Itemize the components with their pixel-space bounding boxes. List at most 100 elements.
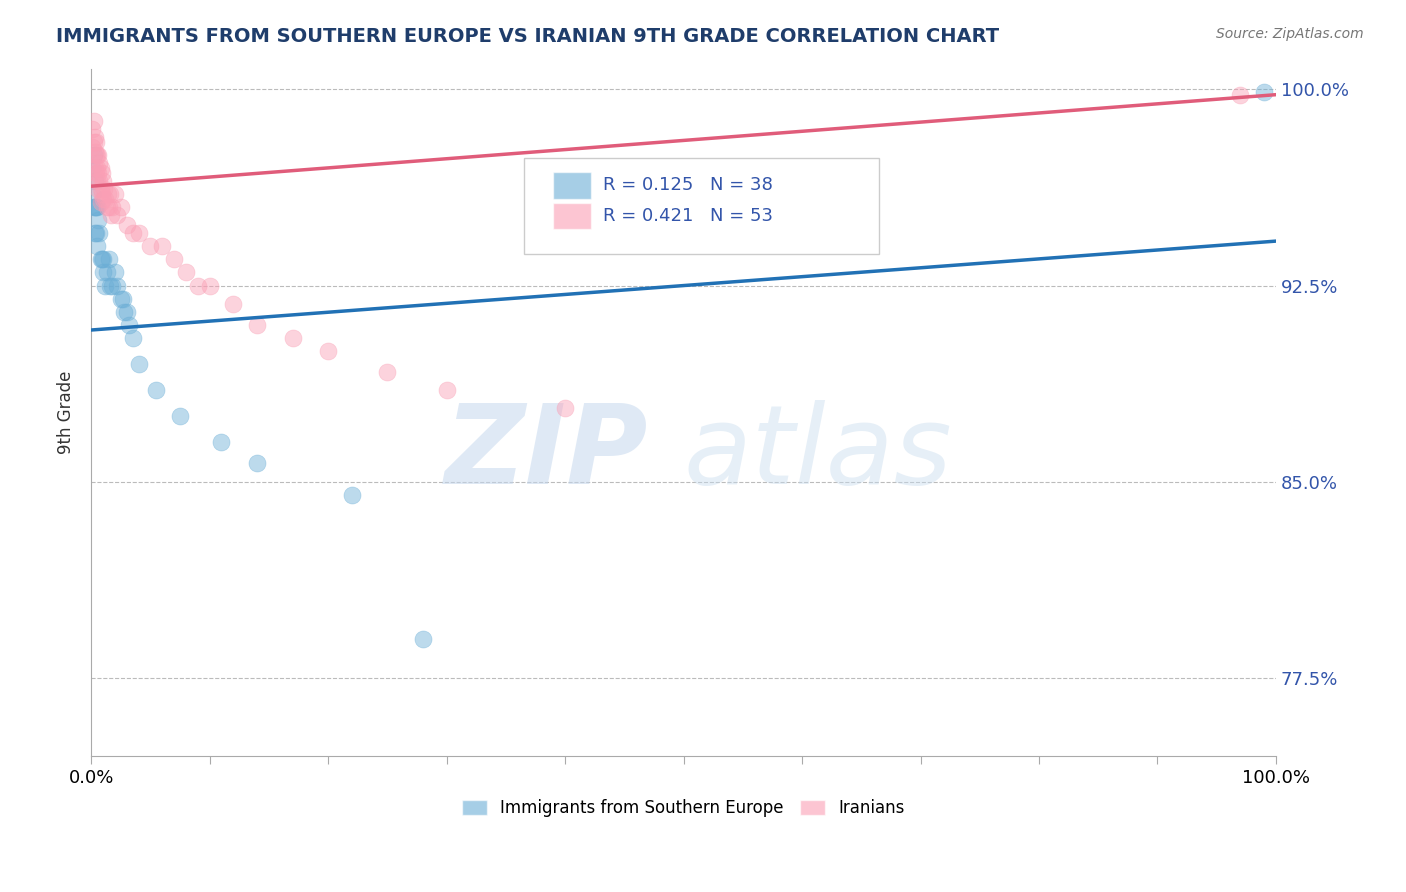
Point <box>174 265 197 279</box>
Point <box>100 208 122 222</box>
Point <box>84 200 107 214</box>
Point <box>121 331 143 345</box>
Point <box>104 187 127 202</box>
Point <box>1229 87 1251 102</box>
Point <box>97 252 120 267</box>
Point <box>83 145 105 160</box>
Point <box>83 200 105 214</box>
Point <box>1253 85 1275 99</box>
Point <box>90 194 112 209</box>
Point <box>98 278 121 293</box>
Point <box>128 227 150 241</box>
Point <box>110 292 132 306</box>
Point <box>94 278 117 293</box>
Point <box>128 357 150 371</box>
Point <box>89 155 111 169</box>
Point <box>96 265 118 279</box>
Point <box>222 297 245 311</box>
Point <box>82 187 104 202</box>
Text: atlas: atlas <box>683 401 952 508</box>
Point <box>83 148 105 162</box>
Text: N = 38: N = 38 <box>710 177 772 194</box>
Point <box>97 200 120 214</box>
FancyBboxPatch shape <box>553 203 591 229</box>
Point <box>83 113 105 128</box>
Point <box>91 252 114 267</box>
Point <box>90 252 112 267</box>
Point <box>87 166 110 180</box>
Point <box>110 200 132 214</box>
Point <box>86 161 108 175</box>
Point <box>115 304 138 318</box>
Point <box>121 227 143 241</box>
Point <box>554 401 576 416</box>
Point <box>112 304 135 318</box>
Point <box>91 192 114 206</box>
Point <box>90 252 112 267</box>
Point <box>145 383 167 397</box>
Point <box>87 148 110 162</box>
Point <box>87 182 110 196</box>
Text: R = 0.421: R = 0.421 <box>603 207 693 226</box>
Text: ZIP: ZIP <box>444 401 648 508</box>
Point <box>150 239 173 253</box>
Point <box>104 265 127 279</box>
Point <box>187 278 209 293</box>
Point <box>84 135 107 149</box>
Point <box>82 121 104 136</box>
Point <box>90 187 112 202</box>
Text: Source: ZipAtlas.com: Source: ZipAtlas.com <box>1216 27 1364 41</box>
Point <box>163 252 186 267</box>
Point <box>115 219 138 233</box>
Point <box>93 182 115 196</box>
Legend: Immigrants from Southern Europe, Iranians: Immigrants from Southern Europe, Iranian… <box>456 792 912 823</box>
Text: R = 0.125: R = 0.125 <box>603 177 693 194</box>
Point <box>83 135 105 149</box>
Point <box>96 200 118 214</box>
Point <box>83 129 105 144</box>
Point <box>86 200 108 214</box>
Point <box>84 166 107 180</box>
FancyBboxPatch shape <box>523 158 879 254</box>
Point <box>105 278 128 293</box>
Point <box>112 292 135 306</box>
Point <box>436 383 458 397</box>
Point <box>91 174 114 188</box>
Point <box>281 331 304 345</box>
Point <box>90 161 112 175</box>
Point <box>246 318 269 332</box>
Point <box>246 456 269 470</box>
Point <box>83 161 105 175</box>
Point <box>83 174 105 188</box>
Point <box>86 239 108 253</box>
Y-axis label: 9th Grade: 9th Grade <box>58 371 75 454</box>
Text: IMMIGRANTS FROM SOUTHERN EUROPE VS IRANIAN 9TH GRADE CORRELATION CHART: IMMIGRANTS FROM SOUTHERN EUROPE VS IRANI… <box>56 27 1000 45</box>
Point <box>82 140 104 154</box>
Point <box>90 166 112 180</box>
Point <box>316 343 339 358</box>
Point <box>87 213 110 227</box>
Point <box>82 161 104 175</box>
Point <box>169 409 191 424</box>
Point <box>412 632 434 646</box>
Point <box>84 148 107 162</box>
Text: N = 53: N = 53 <box>710 207 773 226</box>
Point <box>86 174 108 188</box>
Point <box>86 148 108 162</box>
Point <box>90 182 112 196</box>
Point <box>98 187 121 202</box>
Point <box>340 488 363 502</box>
Point <box>91 265 114 279</box>
Point <box>89 227 111 241</box>
Point <box>84 227 107 241</box>
Point <box>101 200 124 214</box>
Point <box>101 278 124 293</box>
Point <box>198 278 221 293</box>
Point <box>97 187 120 202</box>
Point <box>94 192 117 206</box>
Point <box>83 200 105 214</box>
Point <box>211 435 233 450</box>
Point <box>89 174 111 188</box>
Point <box>139 239 162 253</box>
Point <box>105 208 128 222</box>
